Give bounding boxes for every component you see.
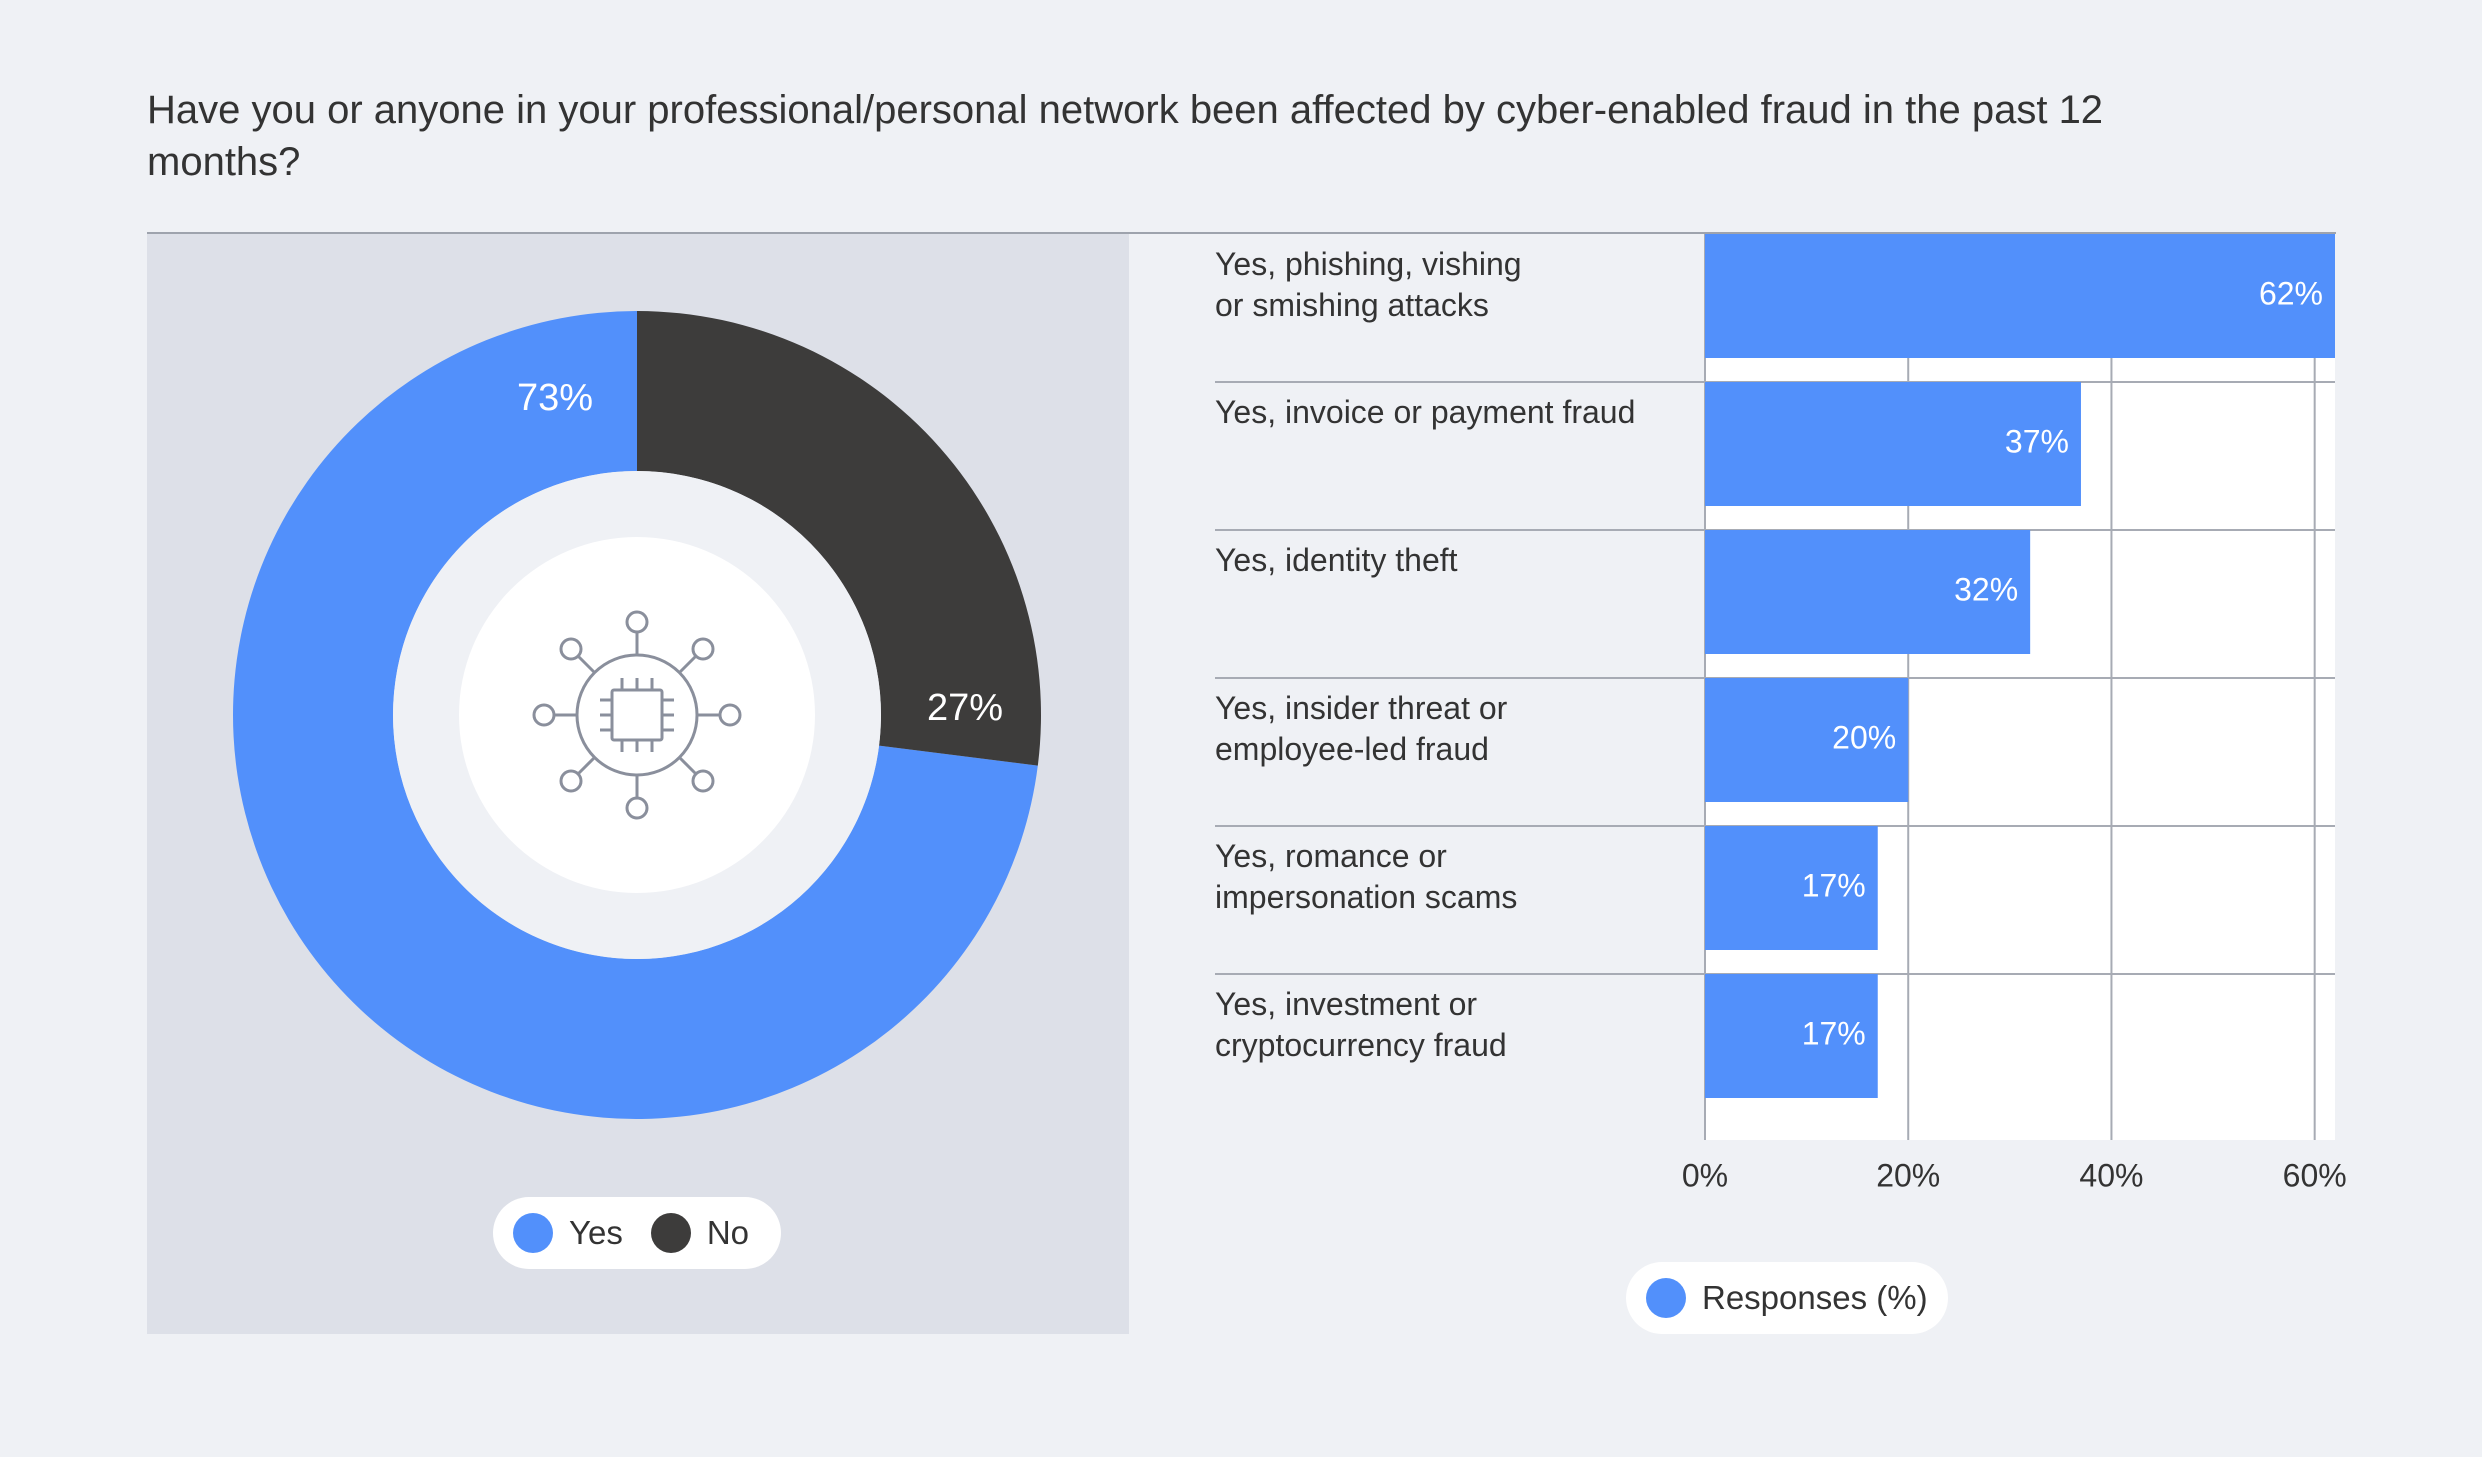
bar-0 xyxy=(1705,234,2335,358)
legend-label-responses: Responses (%) xyxy=(1702,1279,1928,1316)
donut-center xyxy=(459,537,815,893)
category-label: Yes, invoice or payment fraud xyxy=(1215,394,1636,430)
bar-value-label: 62% xyxy=(2259,275,2323,311)
donut-chart: 73% 27% xyxy=(233,311,1041,1119)
bar-panel-top-rule xyxy=(1129,232,2336,234)
category-label: Yes, romance or impersonation scams xyxy=(1215,838,1518,915)
legend-item-yes: Yes xyxy=(513,1213,623,1253)
bar-legend: Responses (%) xyxy=(1626,1262,1948,1334)
bar-5 xyxy=(1705,974,1878,1098)
bar-value-label: 17% xyxy=(1802,867,1866,903)
donut-slice-yes xyxy=(233,311,1038,1119)
category-label: Yes, identity theft xyxy=(1215,542,1458,578)
bar-1 xyxy=(1705,382,2081,506)
bar-4 xyxy=(1705,826,1878,950)
bar-value-label: 32% xyxy=(1954,571,2018,607)
donut-label-yes: 73% xyxy=(517,377,593,419)
circuit-chip-icon xyxy=(532,610,742,820)
bar-value-label: 37% xyxy=(2005,423,2069,459)
bar-value-label: 20% xyxy=(1832,719,1896,755)
category-label: Yes, investment or cryptocurrency fraud xyxy=(1215,986,1507,1063)
legend-item-responses: Responses (%) xyxy=(1646,1278,1928,1318)
bar-2 xyxy=(1705,530,2031,654)
donut-slice-no xyxy=(637,311,1041,766)
legend-label-no: No xyxy=(706,1214,750,1251)
bar-chart: 0% 20% 40% 60% 62% 37% 32% 20% 17% 17% xyxy=(1215,234,2347,1193)
category-label: Yes, insider threat or employee-led frau… xyxy=(1215,690,1508,767)
category-label: Yes, phishing, vishing or smishing attac… xyxy=(1215,246,1522,323)
bar-3 xyxy=(1705,678,1909,802)
x-tick-label: 40% xyxy=(2079,1157,2143,1193)
legend-swatch-yes xyxy=(513,1213,553,1253)
chart-title: Have you or anyone in your professional/… xyxy=(147,88,2104,184)
x-tick-label: 60% xyxy=(2283,1157,2347,1193)
donut-label-no: 27% xyxy=(927,687,1003,729)
x-tick-label: 20% xyxy=(1876,1157,1940,1193)
bar-value-label: 17% xyxy=(1802,1015,1866,1051)
legend-item-no: No xyxy=(650,1213,750,1253)
legend-label-yes: Yes xyxy=(569,1214,623,1251)
legend-swatch-responses xyxy=(1646,1278,1686,1318)
x-tick-label: 0% xyxy=(1682,1157,1728,1193)
legend-swatch-no xyxy=(650,1213,691,1253)
donut-legend: Yes No xyxy=(493,1197,781,1269)
